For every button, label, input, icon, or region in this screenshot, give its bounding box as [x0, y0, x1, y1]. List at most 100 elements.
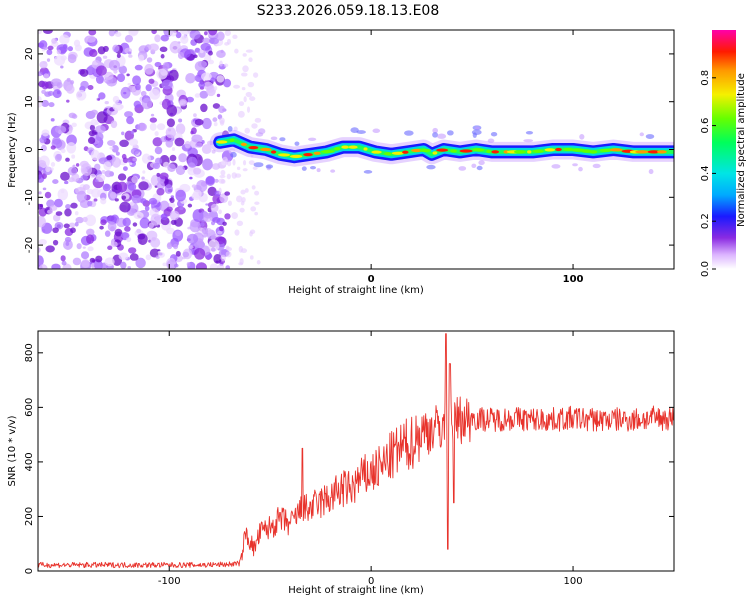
noise-speckle — [212, 216, 221, 223]
noise-speckle — [166, 206, 173, 212]
noise-speckle — [211, 149, 216, 154]
noise-speckle — [175, 123, 186, 135]
ridge-hotspot — [459, 149, 473, 153]
snr-ytick-label: 800 — [24, 343, 35, 362]
noise-speckle — [50, 118, 55, 122]
noise-speckle — [248, 160, 255, 165]
noise-speckle — [220, 254, 226, 262]
noise-speckle — [48, 102, 55, 108]
noise-speckle — [173, 243, 179, 250]
noise-speckle — [165, 126, 176, 139]
noise-speckle — [247, 81, 255, 88]
noise-speckle — [112, 102, 123, 111]
ridge-hotspot — [555, 147, 562, 152]
noise-speckle — [60, 65, 64, 69]
noise-speckle — [212, 103, 221, 109]
snr-ytick-label: 600 — [24, 398, 35, 417]
noise-speckle — [38, 247, 41, 253]
noise-speckle — [216, 31, 225, 41]
noise-speckle — [74, 44, 82, 52]
noise-speckle — [126, 236, 132, 243]
noise-speckle — [55, 211, 63, 216]
noise-speckle — [166, 242, 173, 250]
noise-speckle — [213, 86, 218, 91]
noise-speckle — [103, 161, 112, 171]
spectrogram-xtick-label: 100 — [563, 274, 584, 285]
noise-speckle — [88, 130, 96, 137]
noise-speckle — [38, 215, 46, 228]
noise-speckle — [107, 221, 117, 232]
noise-speckle — [151, 30, 157, 35]
ridge-hotspot — [411, 148, 423, 153]
noise-speckle — [196, 241, 201, 246]
spectrogram-ylabel: Frequency (Hz) — [7, 112, 18, 188]
spectrogram-xtick-label: -100 — [157, 274, 182, 285]
noise-speckle — [42, 30, 53, 34]
noise-speckle — [124, 226, 131, 232]
noise-speckle — [198, 81, 206, 89]
ridge-hotspot — [240, 142, 247, 146]
ridge-hotspot — [436, 148, 449, 152]
noise-speckle — [158, 252, 163, 256]
noise-speckle — [137, 122, 147, 132]
noise-speckle — [104, 257, 115, 267]
noise-speckle — [175, 165, 186, 176]
noise-speckle — [106, 155, 113, 161]
noise-speckle — [127, 82, 131, 86]
noise-speckle — [64, 180, 69, 185]
noise-speckle — [42, 187, 47, 191]
snr-ticks: -100 0 100 0 200 400 600 800 — [24, 331, 674, 587]
noise-speckle — [74, 211, 79, 216]
noise-speckle — [120, 261, 127, 269]
noise-speckle — [89, 257, 96, 263]
noise-speckle — [110, 120, 118, 129]
noise-speckle — [226, 247, 232, 252]
ridge-hotspot — [527, 150, 532, 154]
noise-speckle — [165, 138, 174, 148]
noise-speckle — [245, 49, 253, 53]
noise-speckle — [195, 262, 207, 269]
noise-speckle — [38, 160, 47, 168]
noise-speckle — [50, 162, 56, 167]
noise-speckle — [140, 198, 147, 204]
ridge-fringe — [471, 163, 477, 168]
noise-speckle — [254, 190, 260, 196]
noise-speckle — [97, 46, 106, 55]
noise-speckle — [80, 175, 89, 181]
noise-speckle — [107, 245, 113, 251]
noise-speckle — [38, 30, 43, 35]
noise-speckle — [178, 153, 188, 163]
ridge-hotspot — [635, 150, 650, 154]
noise-speckle — [208, 59, 215, 65]
noise-speckle — [52, 179, 59, 184]
noise-speckle — [89, 49, 98, 57]
ridge-fringe — [404, 130, 414, 136]
noise-speckle — [232, 34, 238, 40]
noise-speckle — [124, 34, 134, 43]
noise-speckle — [256, 260, 261, 265]
noise-speckle — [140, 90, 147, 97]
noise-speckle — [173, 263, 179, 268]
ridge-hotspot — [348, 145, 358, 149]
noise-speckle — [41, 99, 49, 108]
noise-speckle — [133, 100, 142, 108]
noise-speckle — [184, 140, 191, 149]
ridge-fringe — [578, 166, 583, 172]
noise-speckle — [40, 144, 47, 152]
noise-speckle — [226, 160, 232, 167]
colorbar-tick-label: 0.0 — [700, 261, 711, 277]
noise-speckle — [197, 60, 208, 68]
noise-speckle — [104, 101, 109, 105]
noise-speckle — [60, 255, 66, 262]
noise-speckle — [90, 109, 98, 116]
noise-speckle — [81, 251, 90, 260]
ridge-fringe — [372, 128, 381, 133]
ridge-fringe — [270, 136, 278, 141]
noise-speckle — [231, 212, 238, 220]
noise-speckle — [102, 55, 108, 59]
noise-speckle — [224, 213, 231, 220]
ridge-fringe — [476, 165, 483, 171]
noise-speckle — [169, 40, 181, 54]
noise-speckle — [252, 166, 258, 170]
noise-speckle — [251, 185, 256, 190]
